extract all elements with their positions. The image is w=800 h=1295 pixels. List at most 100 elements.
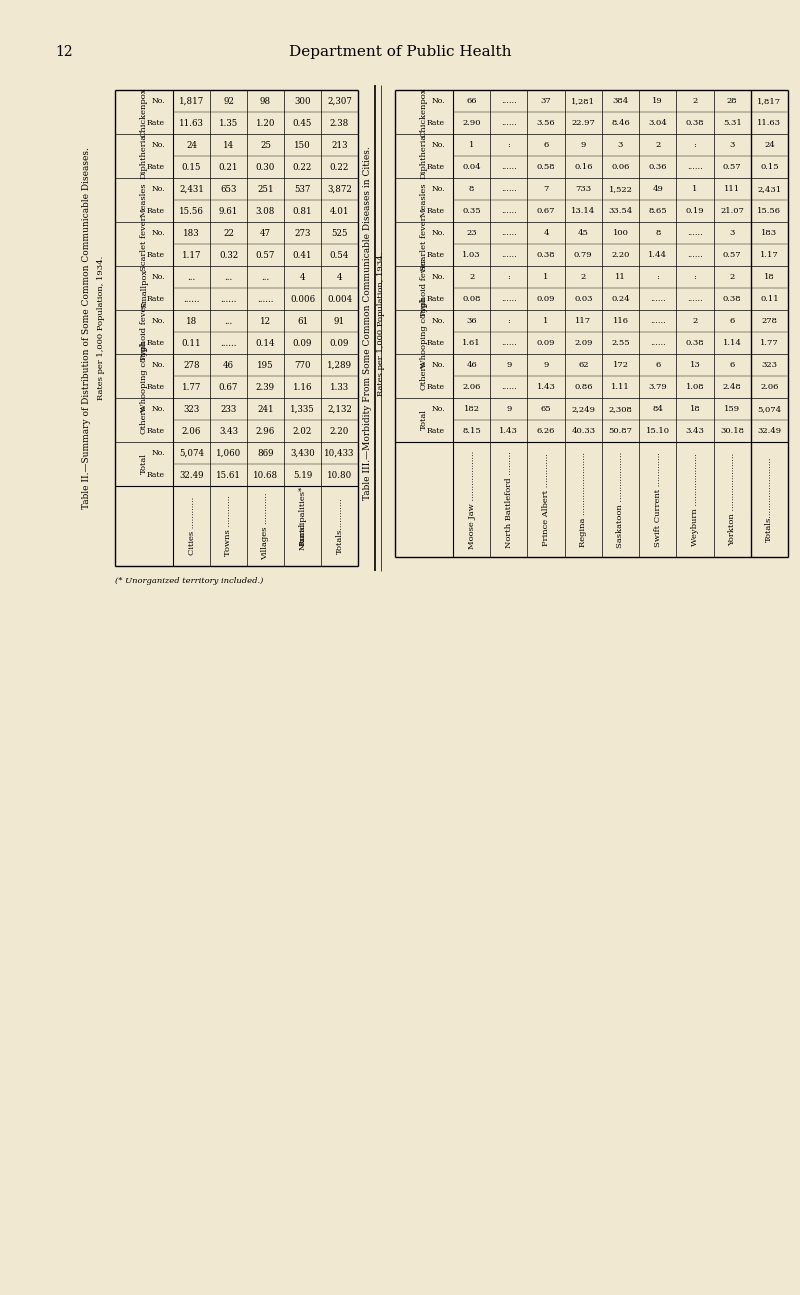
Text: 9: 9 xyxy=(506,405,511,413)
Text: 0.57: 0.57 xyxy=(723,251,742,259)
Text: Totals.......................: Totals....................... xyxy=(766,457,774,543)
Text: 2,132: 2,132 xyxy=(327,404,352,413)
Text: 172: 172 xyxy=(613,361,629,369)
Text: :: : xyxy=(694,141,696,149)
Text: Others: Others xyxy=(140,405,148,434)
Text: 33.54: 33.54 xyxy=(608,207,633,215)
Text: 30.18: 30.18 xyxy=(720,427,744,435)
Text: 0.22: 0.22 xyxy=(293,162,312,171)
Text: 2: 2 xyxy=(692,97,698,105)
Text: No.: No. xyxy=(431,273,445,281)
Text: 18: 18 xyxy=(764,273,774,281)
Text: 2,431: 2,431 xyxy=(758,185,782,193)
Text: 6.26: 6.26 xyxy=(537,427,555,435)
Text: 11.63: 11.63 xyxy=(179,119,204,127)
Text: 32.49: 32.49 xyxy=(179,470,204,479)
Text: Total: Total xyxy=(140,453,148,474)
Text: 2,308: 2,308 xyxy=(609,405,633,413)
Text: 1.16: 1.16 xyxy=(293,382,312,391)
Text: 1,060: 1,060 xyxy=(216,448,241,457)
Text: 300: 300 xyxy=(294,97,311,105)
Text: 13.14: 13.14 xyxy=(571,207,595,215)
Text: 2.48: 2.48 xyxy=(722,383,742,391)
Text: Rates per 1,000 Population, 1934.: Rates per 1,000 Population, 1934. xyxy=(377,251,385,396)
Text: Rate: Rate xyxy=(147,471,165,479)
Text: ......: ...... xyxy=(501,119,517,127)
Text: 61: 61 xyxy=(297,316,308,325)
Text: 653: 653 xyxy=(220,184,237,193)
Text: 21.07: 21.07 xyxy=(720,207,744,215)
Text: 1: 1 xyxy=(543,273,549,281)
Text: 2.20: 2.20 xyxy=(611,251,630,259)
Text: 9.61: 9.61 xyxy=(219,206,238,215)
Text: 36: 36 xyxy=(466,317,477,325)
Text: 15.10: 15.10 xyxy=(646,427,670,435)
Text: :: : xyxy=(656,273,659,281)
Text: 117: 117 xyxy=(575,317,591,325)
Text: 47: 47 xyxy=(260,228,271,237)
Text: No.: No. xyxy=(431,185,445,193)
Text: 0.81: 0.81 xyxy=(293,206,312,215)
Text: 8.15: 8.15 xyxy=(462,427,481,435)
Text: 3.43: 3.43 xyxy=(219,426,238,435)
Text: Rate: Rate xyxy=(427,251,445,259)
Text: No.: No. xyxy=(431,97,445,105)
Text: Rate: Rate xyxy=(427,295,445,303)
Text: 182: 182 xyxy=(464,405,480,413)
Text: 183: 183 xyxy=(762,229,778,237)
Text: 1,817: 1,817 xyxy=(758,97,782,105)
Text: Department of Public Health: Department of Public Health xyxy=(289,45,511,60)
Text: 12: 12 xyxy=(55,45,73,60)
Text: Whooping cough: Whooping cough xyxy=(140,341,148,412)
Text: 159: 159 xyxy=(724,405,740,413)
Text: Diphtheria: Diphtheria xyxy=(140,133,148,179)
Text: 3: 3 xyxy=(618,141,623,149)
Text: 2.90: 2.90 xyxy=(462,119,481,127)
Text: 0.15: 0.15 xyxy=(760,163,778,171)
Text: 92: 92 xyxy=(223,97,234,105)
Text: 241: 241 xyxy=(257,404,274,413)
Text: 14: 14 xyxy=(223,140,234,149)
Text: 9: 9 xyxy=(543,361,549,369)
Text: No.: No. xyxy=(431,361,445,369)
Text: 0.03: 0.03 xyxy=(574,295,593,303)
Text: 1.61: 1.61 xyxy=(462,339,481,347)
Text: 15.56: 15.56 xyxy=(179,206,204,215)
Text: No.: No. xyxy=(151,97,165,105)
Text: 2.09: 2.09 xyxy=(574,339,593,347)
Text: 1.17: 1.17 xyxy=(760,251,778,259)
Text: :: : xyxy=(507,141,510,149)
Text: 28: 28 xyxy=(727,97,738,105)
Text: No.: No. xyxy=(151,141,165,149)
Text: 0.38: 0.38 xyxy=(686,339,704,347)
Text: 0.36: 0.36 xyxy=(649,163,667,171)
Text: 323: 323 xyxy=(762,361,778,369)
Text: 537: 537 xyxy=(294,184,310,193)
Text: 0.09: 0.09 xyxy=(293,338,312,347)
Text: 2: 2 xyxy=(469,273,474,281)
Text: 2: 2 xyxy=(692,317,698,325)
Text: 22: 22 xyxy=(223,228,234,237)
Text: 4: 4 xyxy=(300,272,306,281)
Text: 2.06: 2.06 xyxy=(462,383,481,391)
Text: 1.03: 1.03 xyxy=(462,251,481,259)
Text: Whooping cough: Whooping cough xyxy=(420,297,428,368)
Text: 525: 525 xyxy=(331,228,348,237)
Text: 1.43: 1.43 xyxy=(499,427,518,435)
Text: 0.004: 0.004 xyxy=(327,294,352,303)
Text: 0.38: 0.38 xyxy=(537,251,555,259)
Text: 3.08: 3.08 xyxy=(256,206,275,215)
Text: :: : xyxy=(507,317,510,325)
Text: 384: 384 xyxy=(612,97,629,105)
Text: No.: No. xyxy=(151,185,165,193)
Text: 0.86: 0.86 xyxy=(574,383,593,391)
Text: 2: 2 xyxy=(581,273,586,281)
Text: 323: 323 xyxy=(183,404,200,413)
Text: 1.77: 1.77 xyxy=(182,382,201,391)
Text: 18: 18 xyxy=(690,405,700,413)
Text: 8.46: 8.46 xyxy=(611,119,630,127)
Text: No.: No. xyxy=(431,405,445,413)
Text: ......: ...... xyxy=(650,339,666,347)
Text: 12: 12 xyxy=(260,316,271,325)
Text: ......: ...... xyxy=(650,295,666,303)
